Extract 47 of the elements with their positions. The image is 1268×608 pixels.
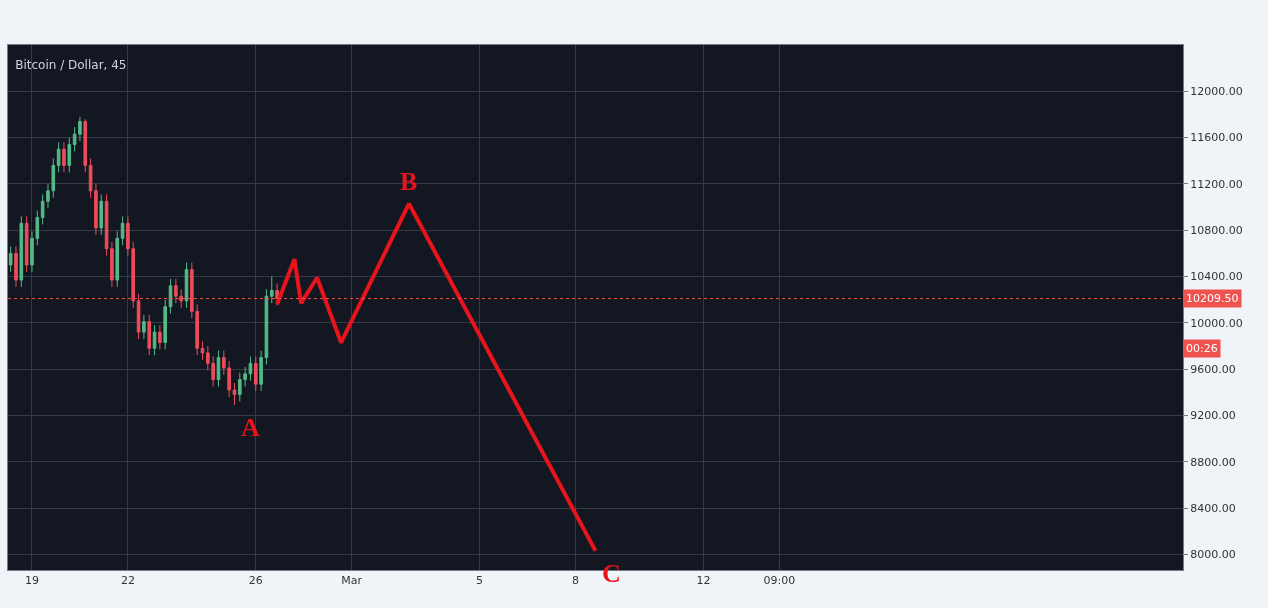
y-tick-label: 8800.00 xyxy=(1190,455,1236,469)
candlestick xyxy=(99,193,104,236)
y-tick-label: 9600.00 xyxy=(1190,363,1236,376)
x-tick-label: 09:00 xyxy=(763,574,796,588)
y-tick-label: 10800.00 xyxy=(1190,224,1243,238)
candlestick xyxy=(163,299,168,350)
text: 00:26 xyxy=(1186,342,1218,355)
candlestick xyxy=(62,141,66,173)
annotation: A xyxy=(241,413,260,442)
x-tick-label: 22 xyxy=(120,574,135,588)
candlestick xyxy=(19,215,24,288)
x-tick-label: 8 xyxy=(572,574,580,588)
candlestick xyxy=(147,314,152,356)
candlestick xyxy=(158,324,162,350)
x-tick-label: Mar xyxy=(341,574,363,588)
candlestick xyxy=(152,324,157,356)
candlestick xyxy=(248,355,253,382)
candlestick xyxy=(232,382,237,406)
candlestick xyxy=(200,340,205,361)
y-tick-label: 9200.00 xyxy=(1190,409,1236,423)
y-tick-label: 11200.00 xyxy=(1190,177,1243,191)
candlestick xyxy=(24,215,29,273)
candlestick xyxy=(56,141,61,173)
x-tick-label: 26 xyxy=(248,574,263,588)
y-tick-label: 11600.00 xyxy=(1190,131,1243,145)
x-tick-label: 5 xyxy=(476,574,484,588)
candlestick xyxy=(269,276,274,304)
candlestick xyxy=(14,245,18,288)
y-tick-label: 12000.00 xyxy=(1190,85,1243,99)
candlestick xyxy=(115,230,120,288)
candlestick xyxy=(8,245,13,273)
text: Bitcoin / Dollar, 45 xyxy=(15,58,127,73)
candlestick xyxy=(120,215,125,246)
candlestick xyxy=(168,278,173,315)
annotation: B xyxy=(400,167,418,196)
y-tick-label: 8000.00 xyxy=(1190,548,1236,562)
y-tick-label: 10000.00 xyxy=(1190,316,1243,330)
candlestick xyxy=(216,350,221,388)
y-tick-label: 10400.00 xyxy=(1190,270,1243,284)
x-tick-label: 19 xyxy=(24,574,39,588)
candlestick xyxy=(253,355,258,392)
x-tick-label: 12 xyxy=(696,574,711,588)
y-tick-label: 8400.00 xyxy=(1190,501,1236,515)
candlestick xyxy=(67,137,72,173)
ref-line-label: 10209.50 xyxy=(1186,292,1239,305)
candlestick xyxy=(142,314,146,340)
candlestick xyxy=(83,118,88,173)
